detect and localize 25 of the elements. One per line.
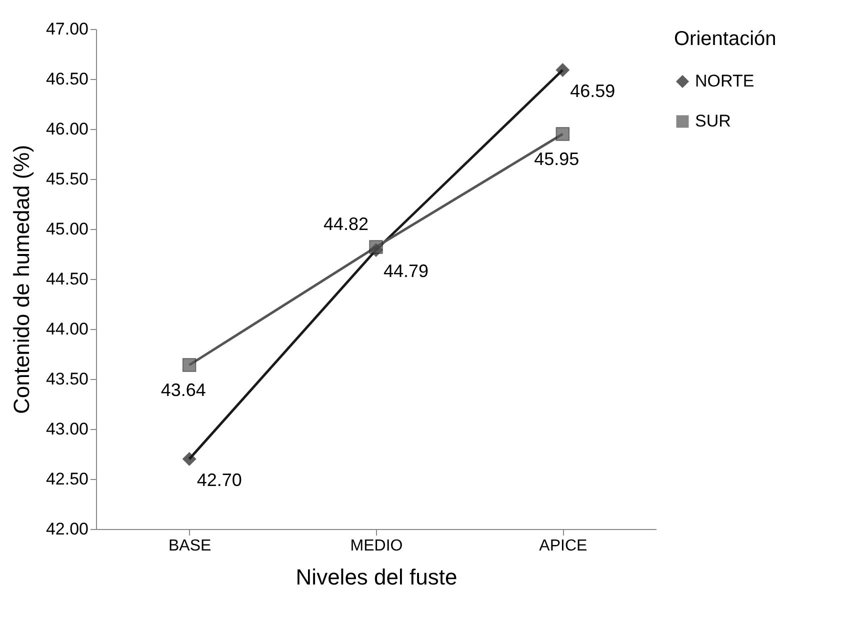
y-tick-label: 45.50: [46, 170, 88, 188]
x-tick-label: APICE: [539, 538, 588, 554]
y-tick-label: 46.00: [46, 120, 88, 138]
y-tick-label: 44.50: [46, 270, 88, 288]
legend-label: NORTE: [695, 72, 754, 90]
x-tick-label: MEDIO: [350, 538, 403, 554]
y-tick-label: 43.00: [46, 420, 88, 438]
data-label: 46.59: [570, 81, 616, 101]
data-label: 43.64: [160, 380, 206, 400]
data-label: 45.95: [534, 149, 580, 169]
y-tick-label: 44.00: [46, 320, 88, 338]
y-tick-label: 47.00: [46, 20, 88, 38]
y-axis-title: Contenido de humedad (%): [8, 144, 34, 414]
x-tick-label: BASE: [168, 538, 212, 554]
data-label: 44.82: [323, 214, 369, 234]
x-axis-title: Niveles del fuste: [296, 564, 458, 590]
y-tick-label: 42.50: [46, 470, 88, 488]
y-tick-label: 46.50: [46, 70, 88, 88]
data-label: 42.70: [196, 470, 242, 490]
y-tick-label: 42.00: [46, 520, 88, 538]
y-tick-label: 43.50: [46, 370, 88, 388]
y-tick-label: 45.00: [46, 220, 88, 238]
legend-title: Orientación: [674, 28, 776, 50]
legend-label: SUR: [695, 112, 731, 130]
data-label: 44.79: [383, 261, 429, 281]
